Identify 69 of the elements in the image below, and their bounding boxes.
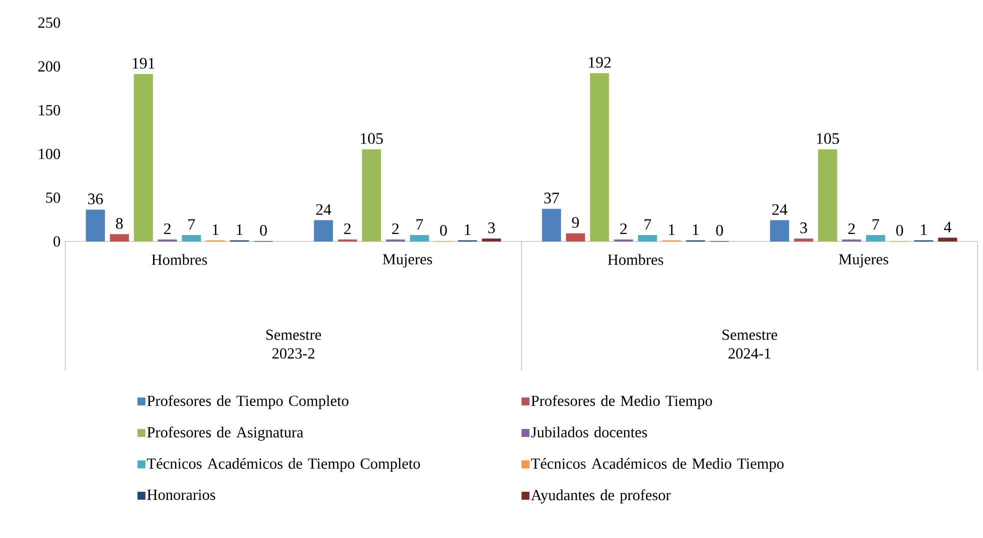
- y-tick-label: 50: [46, 192, 60, 204]
- data-label: 191: [132, 58, 154, 69]
- data-label: 24: [316, 204, 332, 216]
- x-tick-label: Hombres: [152, 254, 207, 266]
- text: Semestre 2024-1: [722, 330, 778, 359]
- bar: [86, 210, 105, 242]
- bar: [182, 235, 201, 242]
- legend-label: Jubilados docentes: [531, 426, 648, 438]
- data-label: 0: [440, 225, 447, 236]
- bar: [638, 235, 658, 242]
- legend-label: Profesores de Asignatura: [147, 426, 304, 441]
- legend-label: Técnicos Académicos de Medio Tiempo: [531, 458, 784, 472]
- bar: [866, 235, 886, 242]
- bar: [938, 238, 958, 242]
- x-tick-label: Mujeres: [838, 254, 888, 268]
- legend-label: Técnicos Académicos de Tiempo Completo: [146, 458, 420, 472]
- bar: [314, 220, 333, 242]
- data-label: 2: [344, 224, 351, 234]
- data-label: 1: [212, 224, 218, 236]
- legend-label: Ayudantes de profesor: [530, 490, 671, 504]
- data-label: 1: [464, 224, 471, 236]
- data-label: 0: [716, 225, 723, 236]
- data-label: 2: [164, 224, 171, 234]
- bar: [818, 150, 838, 242]
- data-label: 1: [668, 224, 675, 236]
- data-label: 0: [260, 225, 267, 236]
- data-label: 24: [772, 204, 788, 216]
- y-tick-label: 0: [54, 236, 60, 247]
- bar: [566, 234, 586, 242]
- y-tick-label: 150: [38, 105, 60, 116]
- bar: [590, 73, 610, 242]
- bar: [110, 234, 129, 242]
- data-label: 0: [896, 225, 904, 236]
- data-label: 7: [644, 219, 652, 230]
- data-label: 192: [588, 57, 611, 68]
- bar: [770, 220, 790, 242]
- y-tick-label: 200: [38, 62, 60, 72]
- data-label: 4: [944, 222, 952, 233]
- x-tick-label: Mujeres: [382, 254, 432, 268]
- data-label: 7: [188, 219, 195, 230]
- data-label: 8: [116, 218, 123, 230]
- y-tick-label: 100: [38, 149, 60, 160]
- data-label: 36: [88, 194, 103, 205]
- data-label: 9: [572, 217, 579, 228]
- data-label: 105: [817, 133, 839, 144]
- legend-label: Profesores de Tiempo Completo: [147, 395, 348, 410]
- data-label: 105: [360, 133, 383, 144]
- bar: [542, 209, 562, 242]
- bar: [794, 238, 814, 242]
- data-label: 3: [800, 222, 807, 234]
- data-label: 2: [620, 224, 627, 234]
- data-label: 37: [544, 192, 560, 204]
- bar: [362, 150, 381, 242]
- data-label: 3: [488, 222, 495, 234]
- data-label: 1: [921, 224, 927, 236]
- text: Semestre 2023-2: [266, 330, 322, 359]
- data-label: 1: [692, 224, 699, 236]
- data-label: 7: [872, 219, 880, 230]
- bar: [410, 235, 430, 242]
- x-tick-label: Hombres: [608, 254, 664, 266]
- data-label: 7: [416, 219, 424, 230]
- bar: [482, 238, 502, 242]
- data-label: 2: [848, 224, 855, 234]
- y-tick-label: 250: [38, 18, 60, 28]
- data-label: 1: [236, 224, 242, 236]
- legend-label: Profesores de Medio Tiempo: [531, 395, 712, 410]
- bar: [134, 74, 153, 242]
- legend-label: Honorarios: [147, 490, 216, 500]
- data-label: 2: [392, 224, 399, 234]
